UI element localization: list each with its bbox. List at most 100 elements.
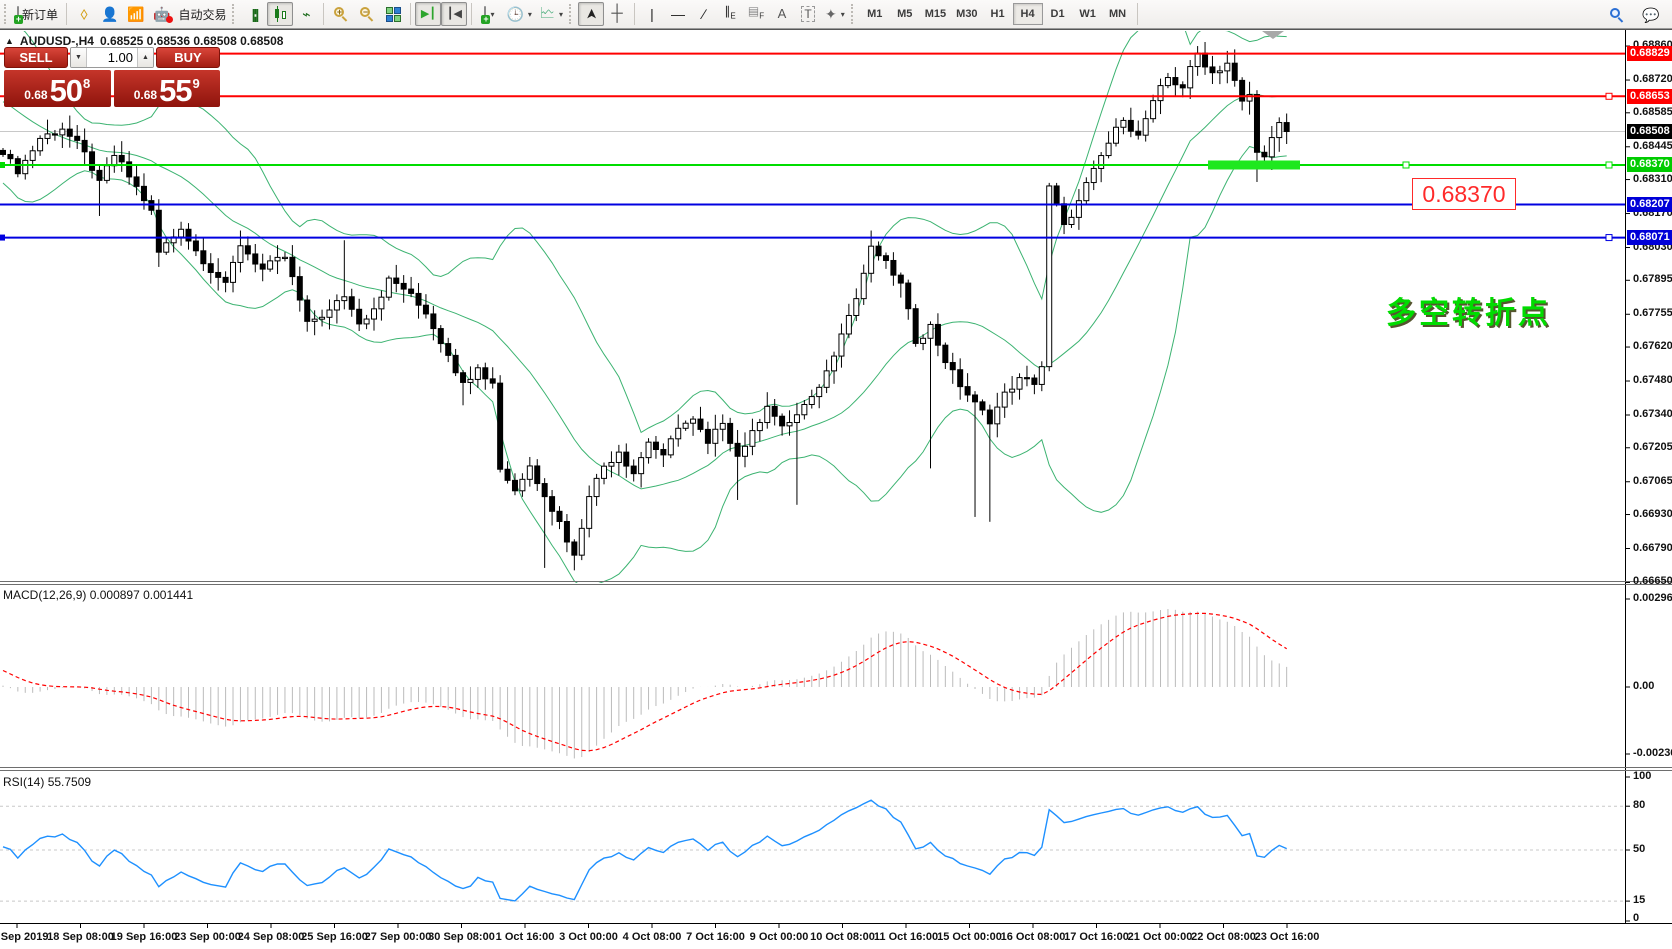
periods-button[interactable]: 🕒 ▾	[506, 6, 532, 22]
price-tick-label: 0.67895	[1633, 273, 1672, 285]
time-axis-label: 19 Sep 16:00	[110, 931, 178, 943]
time-axis-label: 7 Oct 16:00	[686, 931, 745, 943]
fibonacci-icon: ▤F	[747, 4, 765, 21]
text-label-button[interactable]: T	[795, 2, 821, 26]
toolbar-grip2[interactable]	[232, 4, 237, 24]
volume-input[interactable]	[87, 48, 137, 67]
text-button[interactable]: A	[769, 2, 795, 26]
chart-window: ▲ AUDUSD-,H4 0.68525 0.68536 0.68508 0.6…	[0, 29, 1672, 949]
price-tick-label: 0.68585	[1633, 106, 1672, 118]
cursor-button[interactable]: ➤	[578, 2, 604, 26]
rsi-label: RSI(14) 55.7509	[3, 775, 92, 789]
zoom-in-button[interactable]: +	[328, 2, 354, 26]
volume-down-button[interactable]: ▼	[71, 48, 87, 67]
zoom-out-icon: −	[359, 6, 375, 22]
text-label-icon: T	[801, 6, 815, 22]
sell-price-prefix: 0.68	[24, 88, 48, 102]
crosshair-icon: ┼	[611, 5, 623, 22]
timeframe-button-d1[interactable]: D1	[1050, 8, 1065, 20]
time-axis-label: 18 Sep 08:00	[47, 931, 114, 943]
time-axis-label: 27 Sep 00:00	[364, 931, 432, 943]
rsi-axis-label: 0	[1633, 912, 1640, 924]
sell-price-tile[interactable]: 0.68 50 8	[4, 70, 111, 107]
search-button[interactable]	[1604, 3, 1630, 27]
line-chart-button[interactable]: ⌁	[293, 2, 319, 26]
price-tick-label: 0.67065	[1633, 475, 1672, 487]
candle-chart-button[interactable]	[267, 2, 294, 26]
time-axis-label: 3 Oct 00:00	[559, 931, 618, 943]
time-axis-label: 1 Oct 16:00	[495, 931, 555, 943]
price-tick-label: 0.67340	[1633, 408, 1672, 420]
ohlc-values: 0.68525 0.68536 0.68508 0.68508	[99, 34, 284, 48]
vline-icon: |	[650, 6, 654, 22]
rsi-axis-label: 80	[1633, 799, 1646, 812]
price-callout-box[interactable]: 0.68370	[1412, 178, 1516, 210]
sell-button[interactable]: SELL	[4, 47, 68, 68]
time-axis-label: 17 Oct 16:00	[1064, 931, 1129, 943]
search-icon	[1609, 7, 1625, 23]
tile-windows-icon	[385, 6, 401, 22]
current-price-box: 0.68508	[1627, 124, 1672, 139]
one-click-collapse-icon[interactable]: ▲	[5, 36, 14, 46]
crosshair-button[interactable]: ┼	[604, 2, 630, 26]
price-tick-label: 0.66790	[1633, 542, 1672, 554]
new-order-button[interactable]: + 新订单	[13, 2, 62, 26]
volume-up-button[interactable]: ▲	[137, 48, 153, 67]
line-chart-icon: ⌁	[302, 6, 311, 22]
tile-windows-button[interactable]	[380, 2, 406, 26]
signals-icon: 📶	[127, 6, 145, 22]
trendline-button[interactable]: ∕	[691, 2, 717, 26]
toolbar-grip3[interactable]	[569, 4, 574, 24]
price-level-box: 0.68370	[1627, 157, 1672, 172]
time-axis-label: 22 Oct 08:00	[1191, 931, 1256, 943]
vline-button[interactable]: |	[639, 2, 665, 26]
timeframe-button-h4[interactable]: H4	[1012, 3, 1043, 25]
timeframe-button-h1[interactable]: H1	[990, 8, 1005, 20]
timeframe-button-w1[interactable]: W1	[1079, 8, 1096, 20]
hline-button[interactable]: —	[665, 2, 691, 26]
time-axis-label: 4 Oct 08:00	[622, 931, 682, 943]
eraser-icon: ⬨	[80, 4, 88, 23]
auto-scroll-icon: ▶┃	[420, 8, 437, 20]
chart-plot[interactable]	[0, 30, 1672, 949]
cursor-icon: ➤	[582, 8, 599, 20]
fibonacci-button[interactable]: ▤F	[743, 2, 769, 26]
toolbar-grip4[interactable]	[850, 4, 856, 24]
templates-button[interactable]: 🗠 ▾	[539, 5, 563, 22]
timeframe-button-mn[interactable]: MN	[1109, 8, 1127, 20]
timeframe-button-m30[interactable]: M30	[956, 8, 978, 20]
macd-axis-label: 0.002965	[1633, 592, 1672, 604]
buy-price-tile[interactable]: 0.68 55 9	[113, 70, 220, 108]
buy-price-pip: 9	[192, 76, 200, 91]
cn-annotation-text: 多空转折点	[1386, 297, 1551, 330]
time-axis-label: 11 Oct 16:00	[873, 931, 939, 943]
channel-button[interactable]: ∥E	[717, 2, 743, 26]
zoom-out-button[interactable]: −	[354, 2, 380, 26]
buy-button[interactable]: BUY	[156, 47, 220, 68]
one-click-trading-panel: SELL ▼ ▲ BUY 0.68 50 8 0.68 55 9	[4, 47, 220, 107]
autotrading-stopped-dot	[166, 15, 174, 23]
indicators-icon: +	[481, 6, 491, 24]
community-button[interactable]: 👤	[97, 2, 123, 26]
chat-button[interactable]: 💬	[1638, 3, 1664, 27]
autotrading-button[interactable]: 🤖 自动交易	[149, 2, 230, 26]
buy-price-big: 55	[159, 73, 192, 108]
toolbar: + 新订单 ⬨ 👤 📶 🤖 自动交易 |¦| ⌁ + − ▶┃ ┃◀ + ▾ 🕒 ▾	[0, 0, 1672, 29]
time-axis-label: 9 Oct 00:00	[749, 931, 809, 943]
eraser-button[interactable]: ⬨	[71, 2, 97, 26]
toolbar-grip[interactable]	[4, 4, 9, 24]
equidistant-channel-icon: ∥E	[724, 4, 736, 21]
text-icon: A	[777, 6, 787, 21]
timeframe-button-m15[interactable]: M15	[924, 8, 947, 20]
auto-scroll-button[interactable]: ▶┃	[415, 2, 442, 26]
timeframe-button-m1[interactable]: M1	[867, 8, 883, 20]
chat-icon: 💬	[1642, 7, 1660, 23]
timeframe-button-m5[interactable]: M5	[897, 8, 913, 20]
chart-shift-button[interactable]: ┃◀	[441, 2, 468, 26]
indicators-button[interactable]: + ▾	[476, 2, 502, 26]
signals-button[interactable]: 📶	[123, 2, 149, 26]
macd-label: MACD(12,26,9) 0.000897 0.001441	[3, 588, 194, 602]
arrows-button[interactable]: ✦ ▾	[825, 6, 845, 22]
time-axis-label: 15 Oct 00:00	[937, 931, 1002, 943]
bar-chart-button[interactable]: |¦|	[241, 2, 267, 26]
